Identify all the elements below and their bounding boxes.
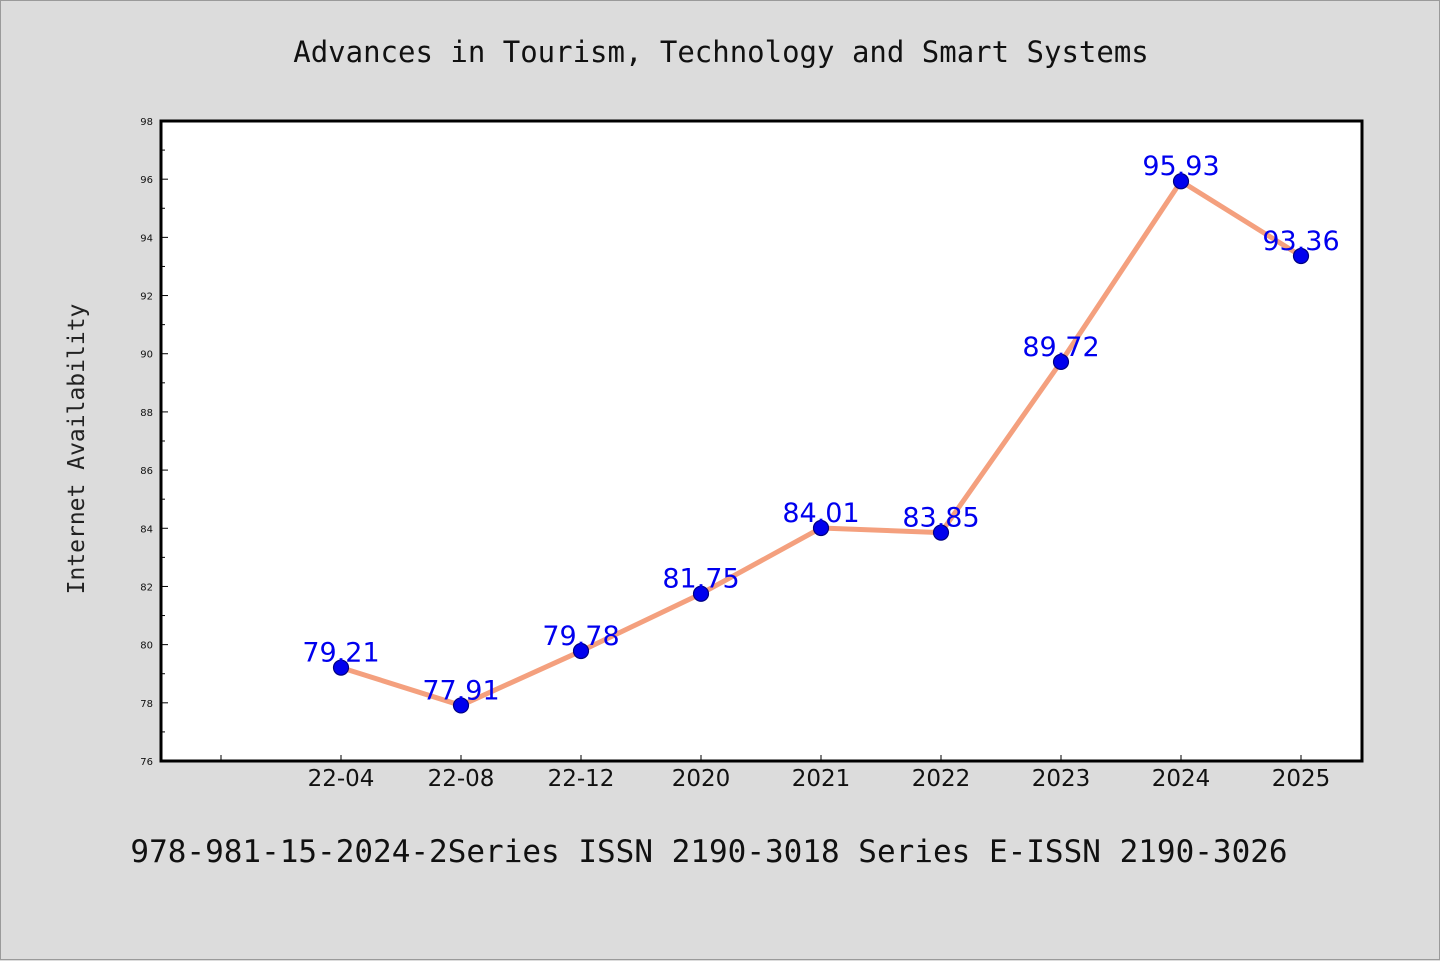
data-point	[332, 659, 350, 676]
data-point	[812, 519, 830, 537]
x-tick-label: 22-12	[548, 766, 615, 792]
x-tick-label: 22-08	[428, 766, 495, 792]
x-tick-label: 2023	[1032, 766, 1091, 792]
y-tick-label: 84	[140, 524, 153, 535]
data-point	[1052, 353, 1070, 370]
data-point	[1292, 247, 1310, 265]
y-tick-label: 86	[140, 466, 153, 477]
y-tick-label: 88	[140, 408, 153, 419]
data-label: 89.72	[1022, 332, 1099, 363]
data-label: 93.36	[1262, 226, 1339, 257]
y-tick-label: 78	[140, 699, 153, 710]
y-tick-label: 82	[140, 582, 153, 593]
footer-text: 978-981-15-2024-2Series ISSN 2190-3018 S…	[130, 834, 1288, 870]
data-point	[572, 642, 590, 660]
y-tick-label: 90	[140, 350, 153, 361]
data-label: 83.85	[902, 503, 979, 534]
y-tick-label: 80	[140, 641, 153, 652]
plot-background	[161, 121, 1362, 761]
x-tick-label: 2025	[1272, 766, 1331, 792]
chart-title: Advances in Tourism, Technology and Smar…	[293, 35, 1149, 69]
x-tick-label: 2022	[912, 766, 971, 792]
x-tick-label: 22-04	[308, 766, 375, 792]
data-point	[1172, 173, 1190, 190]
x-tick-label: 2024	[1152, 766, 1211, 792]
data-label: 81.75	[662, 564, 739, 595]
y-tick-label: 94	[140, 233, 153, 244]
data-label: 79.78	[542, 621, 619, 652]
data-point	[692, 585, 710, 602]
data-label: 79.21	[302, 638, 379, 669]
data-label: 84.01	[782, 498, 859, 529]
data-label: 77.91	[422, 675, 499, 706]
x-tick-label: 2021	[792, 766, 851, 792]
data-label: 95.93	[1142, 151, 1219, 182]
y-tick-label: 92	[140, 292, 153, 303]
plot-frame	[159, 119, 1364, 763]
data-point	[452, 697, 470, 714]
y-tick-label: 98	[140, 117, 153, 128]
x-tick-label: 2020	[672, 766, 731, 792]
y-tick-label: 76	[140, 757, 153, 768]
data-point	[932, 524, 950, 541]
y-tick-label: 96	[140, 175, 153, 186]
